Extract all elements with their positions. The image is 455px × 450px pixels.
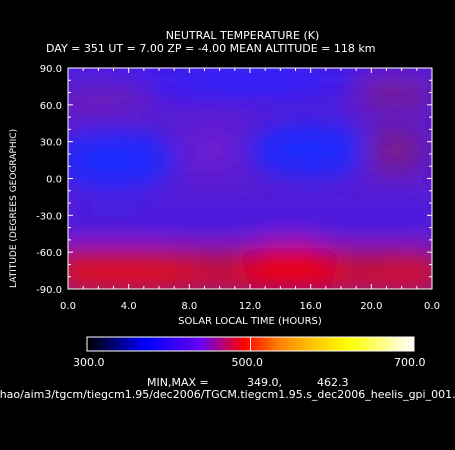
colorbar-label: 300.0: [73, 356, 105, 369]
y-tick-label: 60.0: [40, 101, 62, 112]
x-tick-label: 16.0: [300, 301, 322, 312]
x-tick-label: 4.0: [121, 301, 137, 312]
x-tick-label: 8.0: [181, 301, 197, 312]
x-tick-label: 20.0: [360, 301, 382, 312]
y-tick-label: -90.0: [36, 285, 62, 296]
x-axis-label: SOLAR LOCAL TIME (HOURS): [178, 316, 322, 327]
x-tick-label: 0.0: [424, 301, 440, 312]
y-tick-label: -30.0: [36, 211, 62, 222]
chart-subtitle: DAY = 351 UT = 7.00 ZP = -4.00 MEAN ALTI…: [46, 42, 376, 55]
y-tick-label: 90.0: [40, 64, 62, 75]
min-value: 349.0,: [247, 376, 282, 389]
chart-title: NEUTRAL TEMPERATURE (K): [165, 29, 320, 42]
x-tick-label: 12.0: [239, 301, 261, 312]
colorbar-label: 500.0: [232, 356, 264, 369]
colorbar-label: 700.0: [394, 356, 426, 369]
y-axis: 90.0 60.0 30.0 0.0 -30.0 -60.0 -90.0: [36, 64, 432, 296]
x-axis: 0.0 4.0 8.0 12.0 16.0 20.0 0.0: [60, 68, 440, 312]
temperature-field: [68, 68, 432, 289]
file-path: /hao/aim3/tgcm/tiegcm1.95/dec2006/TGCM.t…: [0, 388, 455, 401]
colorbar-ticks: 300.0 500.0 700.0: [73, 337, 426, 369]
minmax-label: MIN,MAX =: [147, 376, 209, 389]
y-tick-label: -60.0: [36, 248, 62, 259]
max-value: 462.3: [317, 376, 349, 389]
y-tick-label: 0.0: [46, 175, 62, 186]
x-tick-label: 0.0: [60, 301, 76, 312]
y-tick-label: 30.0: [40, 138, 62, 149]
